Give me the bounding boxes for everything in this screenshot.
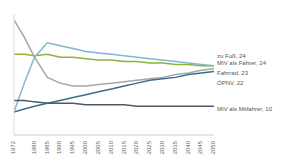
svg-text:2025: 2025 — [146, 140, 152, 154]
svg-text:1990: 1990 — [56, 140, 62, 154]
svg-text:1985: 1985 — [44, 140, 50, 154]
svg-text:2005: 2005 — [95, 140, 101, 154]
svg-text:2010: 2010 — [108, 140, 114, 154]
svg-text:MIV als Mitfahrer, 10: MIV als Mitfahrer, 10 — [217, 106, 273, 112]
svg-text:2050: 2050 — [210, 140, 216, 154]
svg-text:1995: 1995 — [69, 140, 75, 154]
svg-text:2040: 2040 — [185, 140, 191, 154]
svg-text:zu Fuß, 24: zu Fuß, 24 — [217, 53, 246, 59]
svg-text:2035: 2035 — [172, 140, 178, 154]
svg-text:2020: 2020 — [133, 140, 139, 154]
svg-text:MIV als Fahrer, 24: MIV als Fahrer, 24 — [217, 60, 267, 66]
svg-text:1980: 1980 — [31, 140, 37, 154]
svg-text:ÖPNV, 22: ÖPNV, 22 — [217, 80, 244, 86]
svg-text:2030: 2030 — [159, 140, 165, 154]
svg-text:2045: 2045 — [197, 140, 203, 154]
svg-text:1972: 1972 — [10, 140, 16, 154]
svg-text:Fahrrad, 23: Fahrrad, 23 — [217, 70, 249, 76]
svg-text:2015: 2015 — [121, 140, 127, 154]
svg-text:2000: 2000 — [82, 140, 88, 154]
